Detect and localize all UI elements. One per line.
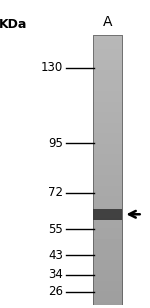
Text: 34: 34 <box>48 268 63 281</box>
Text: 43: 43 <box>48 249 63 262</box>
Text: 72: 72 <box>48 186 63 199</box>
Text: A: A <box>103 15 112 29</box>
Text: 55: 55 <box>48 223 63 236</box>
Bar <box>93 209 122 220</box>
Text: 95: 95 <box>48 136 63 150</box>
Text: KDa: KDa <box>0 18 27 31</box>
Text: 26: 26 <box>48 286 63 298</box>
Text: 130: 130 <box>41 61 63 74</box>
Bar <box>93 35 122 305</box>
